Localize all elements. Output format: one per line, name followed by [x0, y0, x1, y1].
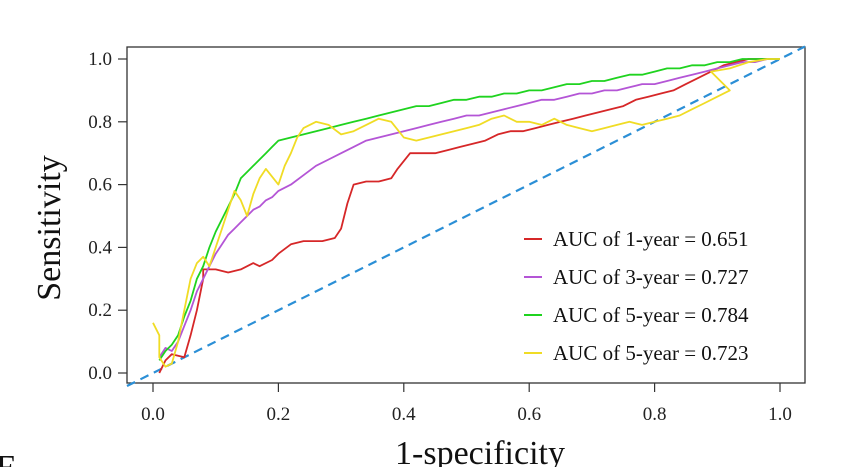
- legend: AUC of 1-year = 0.651 AUC of 3-year = 0.7…: [524, 227, 749, 365]
- series-line-4: [152, 58, 780, 368]
- reference-diagonal-line: [126, 45, 806, 388]
- x-tick-label-4: 0.8: [643, 404, 667, 425]
- x-tick-label-0: 0.0: [141, 404, 165, 425]
- series-line-1: [158, 58, 780, 374]
- y-tick-label-5: 1.0: [88, 49, 112, 70]
- x-tick-label-2: 0.4: [392, 404, 416, 425]
- legend-label-4: AUC of 5-year = 0.723: [553, 341, 749, 365]
- x-tick-label-3: 0.6: [517, 404, 541, 425]
- panel-letter: F: [0, 449, 15, 467]
- y-tick-label-0: 0.0: [88, 363, 112, 384]
- x-tick-label-5: 1.0: [768, 404, 792, 425]
- plot-frame: [126, 46, 806, 384]
- y-tick-label-3: 0.6: [88, 175, 112, 196]
- series-layer: [152, 58, 780, 374]
- y-tick-label-1: 0.2: [88, 300, 112, 321]
- x-axis-title: 1-specificity: [395, 435, 565, 467]
- reference-layer: [126, 45, 806, 388]
- x-tick-label-1: 0.2: [267, 404, 291, 425]
- series-line-2: [158, 58, 780, 358]
- series-line-3: [158, 58, 780, 361]
- legend-label-1: AUC of 1-year = 0.651: [553, 227, 749, 251]
- y-tick-label-2: 0.4: [88, 237, 112, 258]
- legend-label-3: AUC of 5-year = 0.784: [553, 303, 749, 327]
- x-axis: 0.0 0.2 0.4 0.6 0.8 1.0: [141, 383, 792, 425]
- legend-label-2: AUC of 3-year = 0.727: [553, 265, 749, 289]
- y-axis: 0.0 0.2 0.4 0.6 0.8 1.0: [88, 49, 127, 384]
- y-tick-label-4: 0.8: [88, 112, 112, 133]
- y-axis-title: Sensitivity: [31, 155, 68, 300]
